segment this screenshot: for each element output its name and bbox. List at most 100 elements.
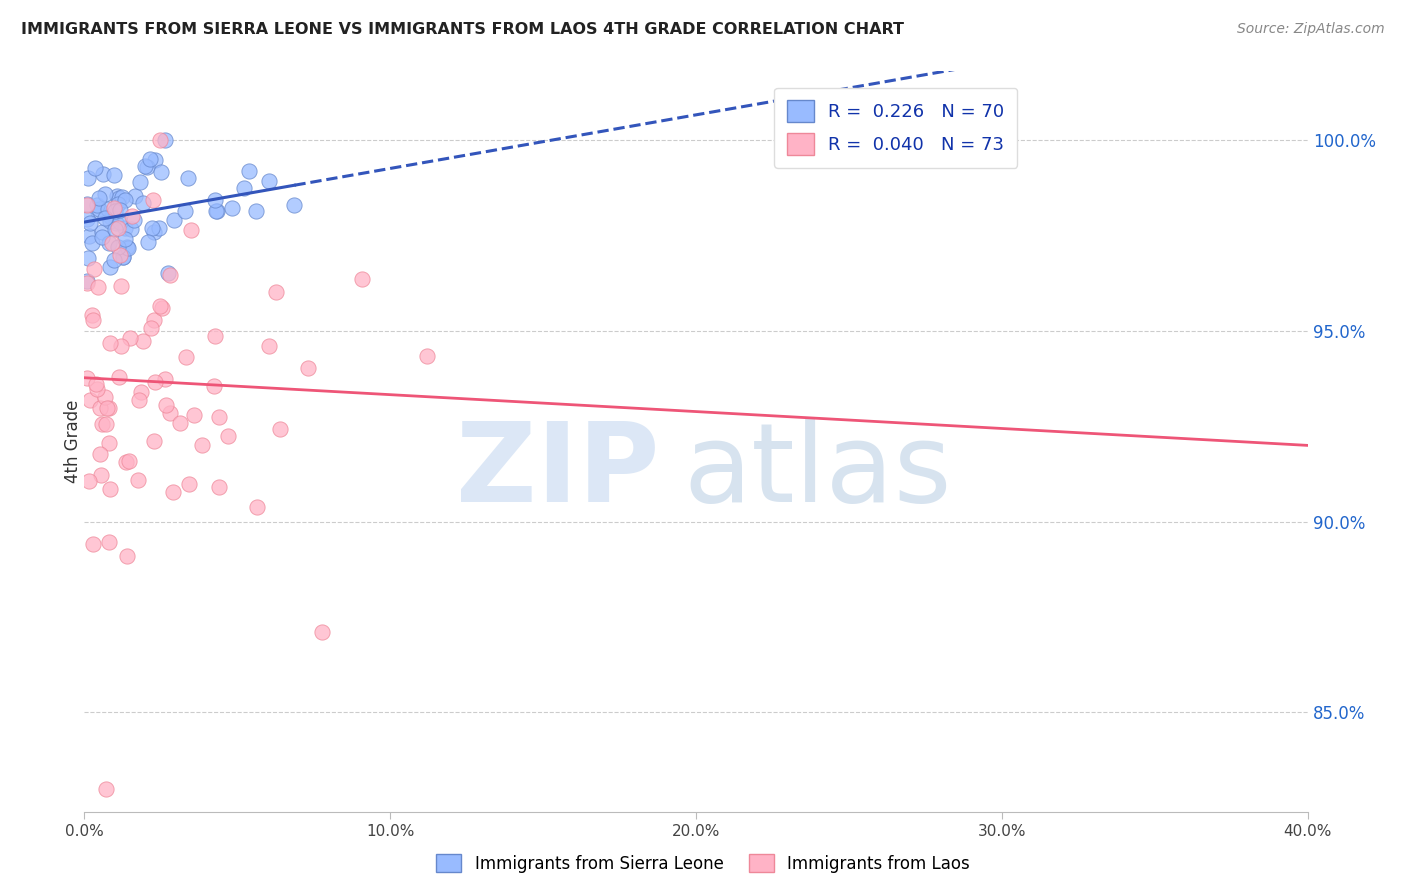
Point (149, 299, 172, 313)
Point (110, 339, 132, 353)
Point (136, 160, 159, 174)
Point (155, 398, 177, 412)
Point (108, 203, 131, 218)
Point (89, 401, 111, 415)
Point (415, 350, 437, 364)
Point (86, 198, 108, 212)
Point (98, 482, 121, 496)
Point (83, 261, 105, 276)
Point (86, 377, 108, 392)
Point (76, 371, 98, 385)
Point (143, 375, 166, 389)
Point (283, 197, 305, 211)
Point (90, 468, 112, 483)
Point (77, 475, 100, 489)
Point (115, 240, 138, 254)
Point (177, 170, 200, 185)
Point (246, 500, 269, 514)
Point (149, 133, 172, 147)
Point (205, 204, 228, 219)
Point (202, 379, 225, 393)
Point (84, 161, 107, 176)
Point (108, 191, 131, 205)
Text: IMMIGRANTS FROM SIERRA LEONE VS IMMIGRANTS FROM LAOS 4TH GRADE CORRELATION CHART: IMMIGRANTS FROM SIERRA LEONE VS IMMIGRAN… (21, 22, 904, 37)
Point (150, 301, 173, 315)
Point (149, 164, 172, 178)
Point (221, 201, 243, 215)
Point (156, 266, 179, 280)
Point (127, 473, 149, 487)
Y-axis label: 4th Grade: 4th Grade (65, 400, 82, 483)
Point (94, 186, 117, 201)
Point (82, 537, 104, 551)
Point (132, 334, 155, 349)
Point (311, 624, 333, 639)
Point (79, 216, 101, 230)
Point (124, 189, 146, 203)
Point (110, 190, 132, 204)
Point (143, 225, 166, 239)
Point (180, 223, 202, 237)
Point (90, 225, 112, 239)
Point (97, 401, 120, 416)
Point (114, 194, 136, 208)
Point (204, 193, 226, 207)
Legend: R =  0.226   N = 70, R =  0.040   N = 73: R = 0.226 N = 70, R = 0.040 N = 73 (775, 87, 1017, 168)
Point (96, 401, 118, 416)
Point (142, 194, 165, 208)
Point (77, 171, 100, 186)
Point (107, 240, 129, 254)
Point (162, 484, 184, 499)
Point (107, 197, 129, 211)
Point (257, 339, 280, 353)
Point (94, 417, 117, 431)
Legend: Immigrants from Sierra Leone, Immigrants from Laos: Immigrants from Sierra Leone, Immigrants… (430, 847, 976, 880)
Point (139, 152, 162, 166)
Point (114, 232, 136, 246)
Point (91, 230, 114, 244)
Point (111, 250, 134, 264)
Point (91, 417, 114, 432)
Point (153, 133, 176, 147)
Point (128, 393, 150, 408)
Point (105, 216, 128, 230)
Point (89, 447, 111, 461)
Point (115, 549, 138, 563)
Point (91, 167, 114, 181)
Point (98, 436, 121, 450)
Point (108, 215, 131, 229)
Text: Source: ZipAtlas.com: Source: ZipAtlas.com (1237, 22, 1385, 37)
Point (148, 221, 170, 235)
Point (136, 235, 159, 249)
Point (122, 212, 145, 227)
Point (103, 252, 125, 267)
Point (98, 534, 121, 549)
Point (108, 247, 131, 261)
Point (191, 438, 214, 452)
Point (176, 350, 198, 364)
Point (139, 321, 162, 335)
Point (103, 201, 125, 215)
Point (111, 250, 134, 264)
Text: ZIP: ZIP (456, 417, 659, 524)
Point (142, 434, 165, 449)
Point (163, 213, 186, 227)
Point (77, 229, 100, 244)
Point (159, 406, 181, 420)
Point (350, 272, 373, 286)
Point (173, 204, 195, 219)
Point (82, 313, 104, 327)
Point (93, 390, 115, 404)
Point (118, 453, 141, 467)
Point (153, 372, 176, 386)
Point (129, 385, 152, 400)
Point (100, 335, 122, 350)
Point (98, 214, 121, 228)
Point (132, 196, 155, 211)
Point (207, 480, 229, 494)
Point (110, 279, 132, 293)
Point (233, 181, 256, 195)
Point (98, 260, 121, 274)
Point (98, 235, 121, 250)
Point (257, 173, 280, 187)
